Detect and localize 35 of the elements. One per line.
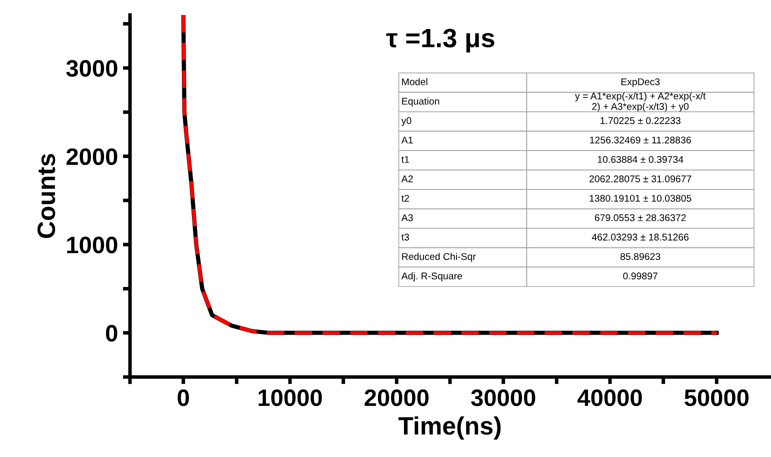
- annotation: t3: [402, 234, 410, 241]
- y-tick-label: 2000: [66, 148, 118, 166]
- x-tick-label: 40000: [578, 389, 642, 406]
- y-tick-label: 0: [106, 324, 118, 342]
- annotation: Equation: [402, 98, 440, 107]
- annotation: τ =1.3 μs: [386, 28, 494, 53]
- x-tick-label: 0: [178, 389, 189, 406]
- annotation: 1.70225 ± 0.22233: [600, 117, 680, 124]
- y-axis-title: Counts: [37, 154, 56, 238]
- x-tick-label: 10000: [258, 389, 322, 406]
- annotation: y0: [401, 117, 412, 126]
- annotation: ExpDec3: [621, 78, 660, 88]
- annotation: 679.0553 ± 28.36372: [594, 214, 686, 222]
- annotation: 1380.19101 ± 10.03805: [590, 194, 692, 202]
- y-tick-label: 1000: [67, 236, 118, 254]
- annotation: 462.03293 ± 18.51266: [592, 234, 689, 241]
- x-tick-label: 30000: [471, 389, 536, 406]
- annotation: 0.99897: [623, 272, 658, 280]
- annotation: t2: [402, 194, 409, 202]
- annotation: Model: [402, 78, 428, 86]
- x-tick-label: 50000: [684, 389, 749, 406]
- annotation: 10.63884 ± 0.39734: [598, 156, 684, 163]
- annotation: t1: [402, 156, 409, 163]
- annotation: Adj. R-Square: [401, 272, 462, 282]
- x-axis-title: Time(ns): [398, 416, 501, 440]
- annotation: 85.89623: [620, 253, 660, 260]
- annotation: 1256.32469 ± 11.28836: [590, 136, 691, 144]
- annotation: Reduced Chi-Sqr: [402, 252, 476, 262]
- annotation: A3: [401, 214, 413, 222]
- annotation: A1: [401, 136, 413, 144]
- x-tick-label: 20000: [364, 389, 429, 406]
- annotation: y = A1*exp(-x/t1) + A2*exp(-x/t 2) + A3*exp(-x/t3) + y0: [574, 92, 706, 112]
- annotation: 2062.28075 ± 31.09677: [590, 175, 692, 182]
- annotation: A2: [401, 175, 413, 182]
- y-tick-label: 3000: [66, 60, 118, 77]
